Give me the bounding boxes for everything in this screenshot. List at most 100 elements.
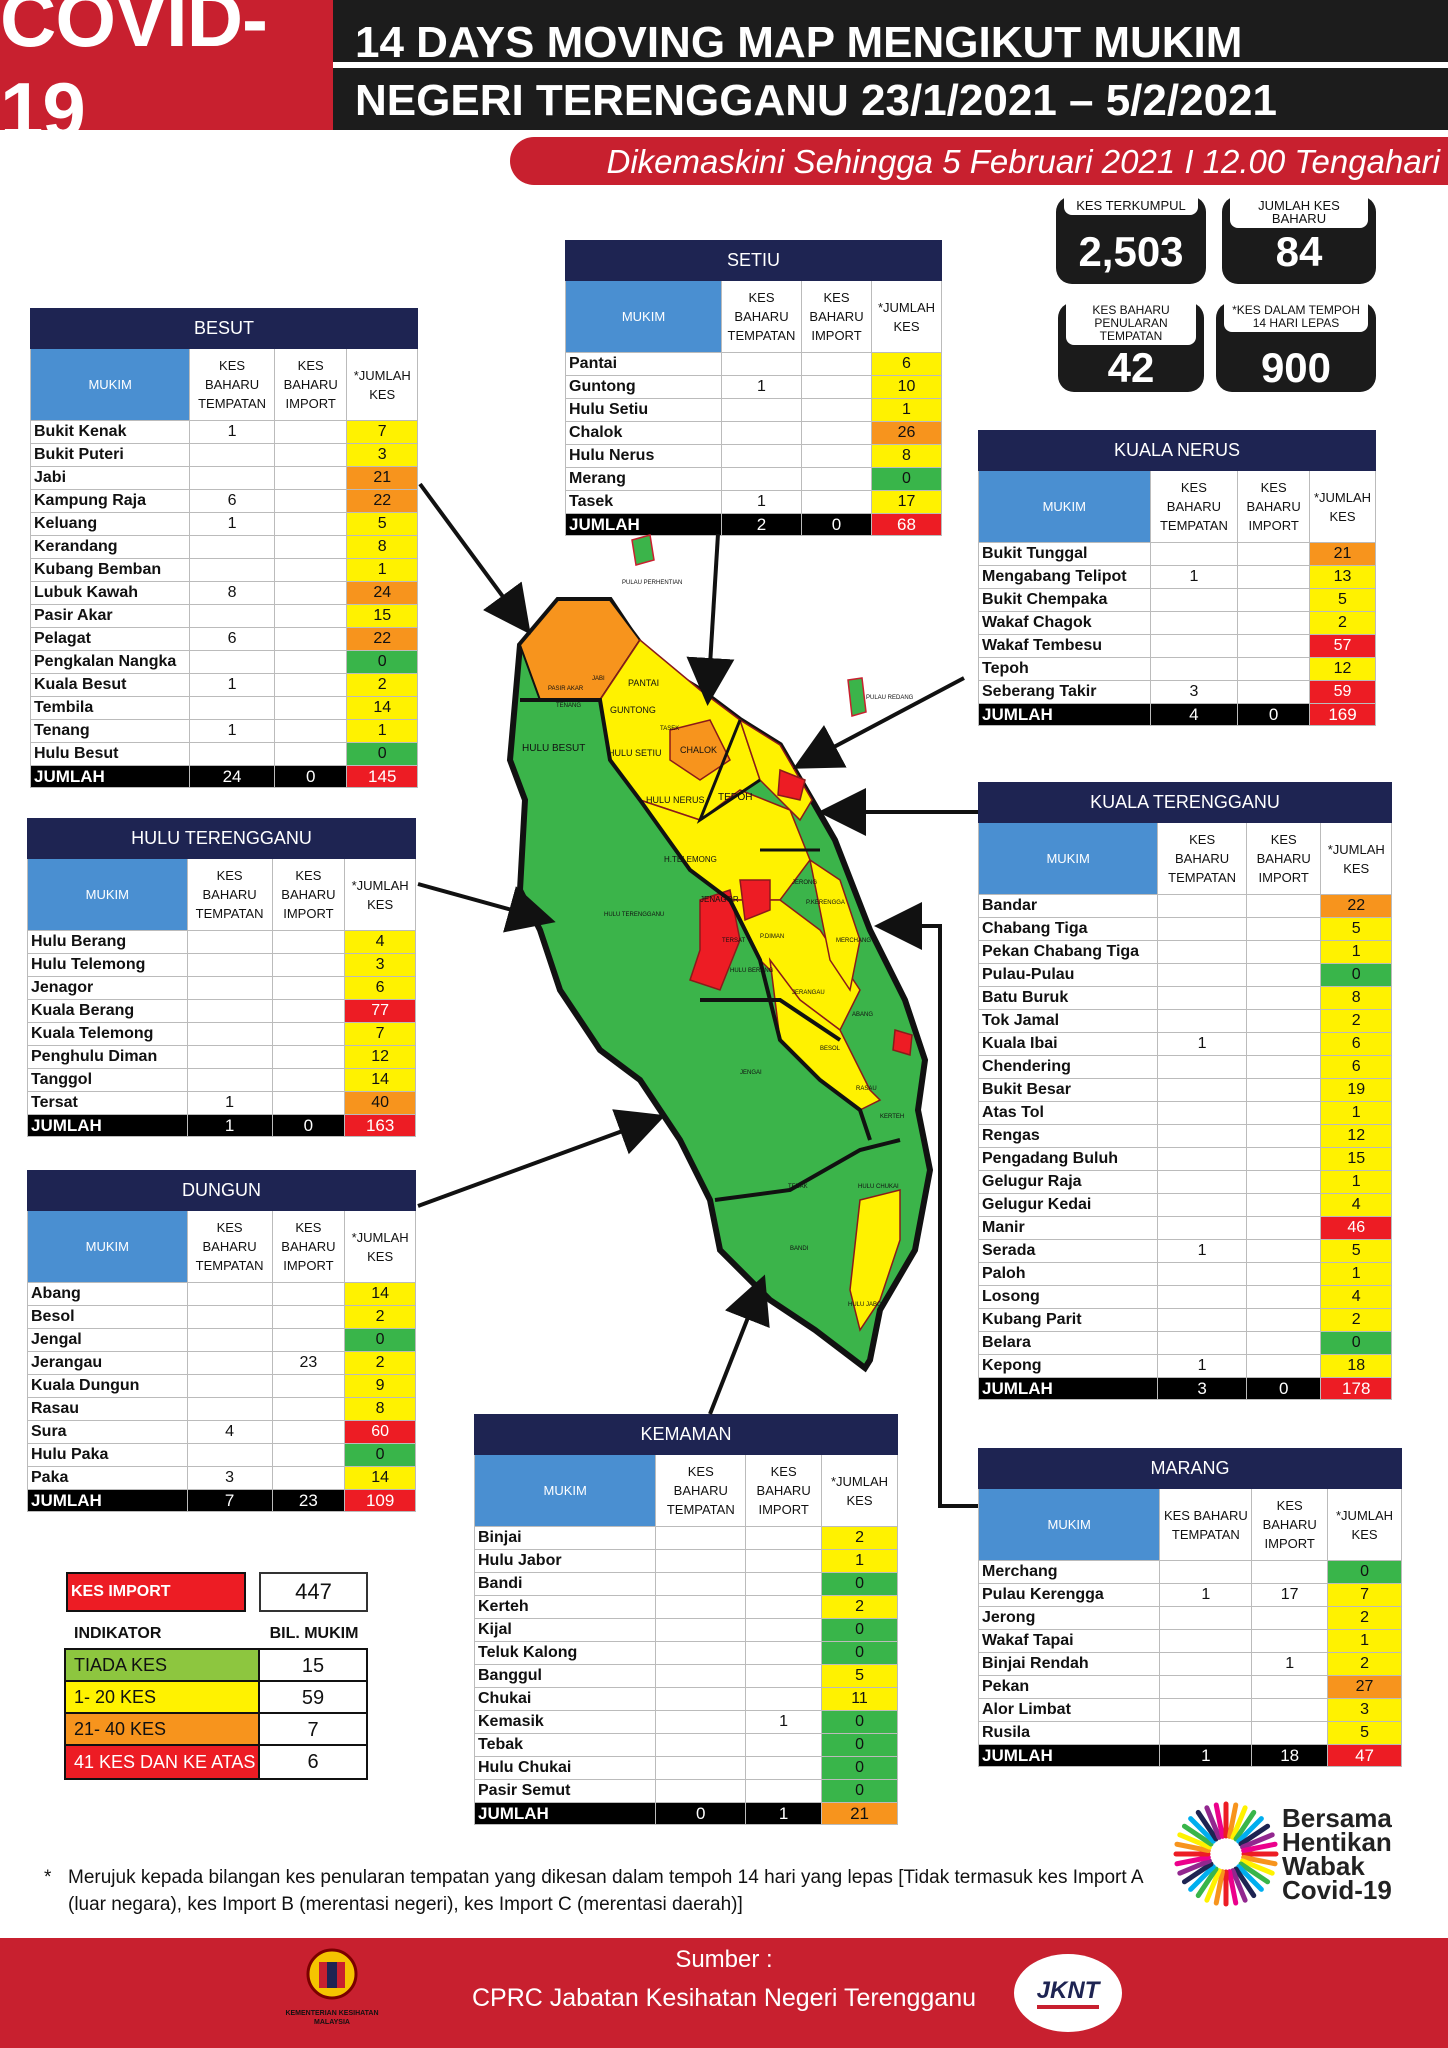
col-mukim: MUKIM — [473, 1454, 657, 1527]
mukim-name: Pantai — [565, 352, 722, 376]
indikator-label: 41 KES DAN KE ATAS — [66, 1746, 260, 1778]
jumlah-kes: 4 — [1320, 1193, 1392, 1217]
table-row: Guntong 1 10 — [565, 375, 942, 399]
table-row: Kerteh 2 — [473, 1595, 898, 1619]
table-row: Kuala Telemong 7 — [27, 1022, 416, 1046]
total-import: 23 — [271, 1489, 346, 1512]
mukim-name: Seberang Takir — [978, 680, 1151, 704]
mukim-name: Jerong — [977, 1606, 1161, 1630]
kes-tempatan — [1157, 1078, 1247, 1102]
kes-import — [271, 1282, 346, 1306]
jumlah-kes: 5 — [1309, 588, 1376, 612]
table-row: Kepong 1 18 — [977, 1354, 1392, 1378]
mukim-name: Tepoh — [978, 657, 1151, 681]
mukim-name: Kerandang — [29, 535, 191, 559]
jumlah-kes: 13 — [1309, 565, 1376, 589]
table-row: Kuala Berang 77 — [27, 999, 416, 1023]
kes-import — [273, 581, 348, 605]
footnote-star: * — [44, 1867, 52, 1888]
mukim-name: Rusila — [977, 1721, 1161, 1745]
jumlah-kes: 1 — [1320, 1262, 1392, 1286]
map-label-tenang: TENANG — [556, 703, 582, 709]
table-row: Wakaf Tembesu 57 — [978, 634, 1376, 658]
col-kes-tempatan: KES BAHARU TEMPATAN — [186, 858, 273, 931]
col-mukim: MUKIM — [565, 280, 722, 353]
kes-tempatan — [1157, 1285, 1247, 1309]
total-jumlah: 145 — [346, 765, 418, 788]
kes-tempatan — [189, 443, 275, 467]
kes-tempatan: 1 — [721, 490, 802, 514]
map-label-chalok: CHALOK — [680, 745, 718, 755]
kes-import — [801, 467, 872, 491]
col-kes-import: KES BAHARU IMPORT — [1251, 1488, 1329, 1561]
jumlah-kes: 77 — [344, 999, 416, 1023]
col-kes-import: KES BAHARU IMPORT — [271, 1210, 346, 1283]
mukim-name: Rengas — [977, 1124, 1159, 1148]
kes-tempatan: 6 — [189, 489, 275, 513]
table-row: Hulu Chukai 0 — [473, 1756, 898, 1780]
mukim-name: Tok Jamal — [977, 1009, 1159, 1033]
kes-tempatan — [1157, 1124, 1247, 1148]
mukim-name: Belara — [977, 1331, 1159, 1355]
map-label-hulu-besut: HULU BESUT — [522, 743, 586, 754]
mukim-name: Lubuk Kawah — [29, 581, 191, 605]
district-title: MARANG — [978, 1448, 1402, 1489]
table-row: Teluk Kalong 0 — [473, 1641, 898, 1665]
kes-import — [1245, 1285, 1322, 1309]
kes-import — [1245, 1101, 1322, 1125]
sunburst-icon — [1173, 1801, 1279, 1907]
total-tempatan: 7 — [186, 1489, 273, 1512]
kes-tempatan — [1159, 1698, 1253, 1722]
covid-badge: COVID-19 — [0, 0, 333, 154]
jumlah-kes: 0 — [821, 1733, 898, 1757]
table-row: Hulu Paka 0 — [27, 1443, 416, 1467]
table-row: Pengkalan Nangka 0 — [29, 650, 418, 674]
mukim-name: Manir — [977, 1216, 1159, 1240]
kes-tempatan — [655, 1756, 747, 1780]
jumlah-kes: 0 — [1320, 963, 1392, 987]
kes-import — [1251, 1698, 1329, 1722]
col-jumlah-kes: *JUMLAH KES — [1320, 822, 1392, 895]
kes-import — [1237, 542, 1311, 566]
mukim-name: Alor Limbat — [977, 1698, 1161, 1722]
table-row: Paka 3 14 — [27, 1466, 416, 1490]
district-title: HULU TERENGGANU — [27, 818, 416, 859]
map-label-jengai: JENGAI — [740, 1070, 762, 1076]
kes-import — [1245, 1331, 1322, 1355]
kes-tempatan — [186, 1282, 273, 1306]
kes-import — [745, 1641, 823, 1665]
table-row: Jabi 21 — [29, 466, 418, 490]
mukim-name: Kampung Raja — [29, 489, 191, 513]
mukim-name: Kubang Parit — [977, 1308, 1159, 1332]
kes-tempatan — [186, 1022, 273, 1046]
table-row: Bukit Kenak 1 7 — [29, 420, 418, 444]
table-row: Wakaf Chagok 2 — [978, 611, 1376, 635]
kes-tempatan: 1 — [189, 420, 275, 444]
kes-tempatan — [1159, 1675, 1253, 1699]
jumlah-kes: 0 — [1320, 1331, 1392, 1355]
kes-tempatan — [1159, 1560, 1253, 1584]
jumlah-kes: 4 — [1320, 1285, 1392, 1309]
jumlah-kes: 3 — [346, 443, 418, 467]
kes-tempatan — [1157, 917, 1247, 941]
mukim-name: Hulu Paka — [27, 1443, 188, 1467]
table-row: Pasir Akar 15 — [29, 604, 418, 628]
total-tempatan: 2 — [721, 513, 802, 536]
kes-import — [745, 1618, 823, 1642]
kkm-text: KEMENTERIAN KESIHATAN MALAYSIA — [285, 2010, 379, 2026]
table-row: Wakaf Tapai 1 — [977, 1629, 1402, 1653]
total-import: 0 — [1237, 703, 1311, 726]
kes-tempatan — [1149, 611, 1239, 635]
jumlah-kes: 7 — [1327, 1583, 1402, 1607]
kes-tempatan — [1157, 940, 1247, 964]
kes-tempatan — [1159, 1652, 1253, 1676]
mukim-name: Jabi — [29, 466, 191, 490]
kes-import — [273, 742, 348, 766]
table-row: Kubang Parit 2 — [977, 1308, 1392, 1332]
mukim-name: Pelagat — [29, 627, 191, 651]
kes-import — [745, 1664, 823, 1688]
kes-tempatan — [186, 1374, 273, 1398]
table-setiu: SETIU MUKIM KES BAHARU TEMPATAN KES BAHARU … — [565, 240, 942, 536]
jumlah-kes: 4 — [344, 930, 416, 954]
kes-import — [1245, 986, 1322, 1010]
